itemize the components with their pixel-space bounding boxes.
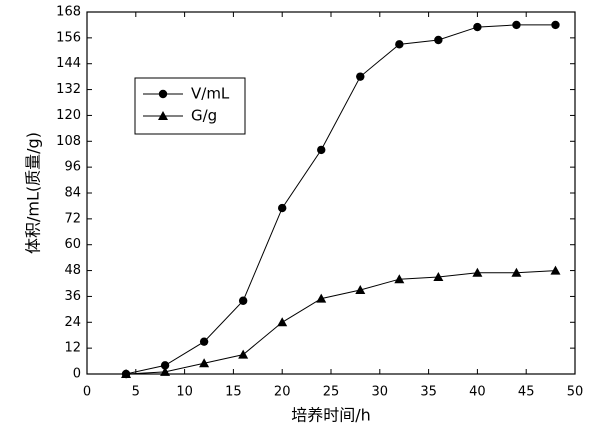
y-tick-label: 156	[56, 30, 81, 45]
marker	[277, 317, 288, 327]
marker	[160, 361, 170, 370]
y-tick-label: 60	[64, 237, 81, 252]
marker	[317, 145, 326, 155]
marker	[512, 20, 521, 30]
x-tick-label: 45	[518, 385, 535, 400]
series-line	[126, 270, 556, 375]
marker	[238, 349, 249, 359]
marker	[199, 358, 210, 368]
marker	[355, 284, 366, 294]
legend-box	[134, 77, 246, 135]
y-tick-label: 96	[64, 160, 81, 175]
marker	[433, 272, 444, 282]
marker	[551, 20, 560, 30]
y-tick-label: 36	[64, 289, 81, 304]
marker	[550, 265, 561, 275]
y-tick-label: 108	[56, 134, 81, 149]
x-tick-label: 40	[469, 385, 486, 400]
marker	[278, 203, 287, 213]
legend-marker	[158, 89, 168, 99]
marker	[356, 72, 365, 81]
marker	[473, 22, 482, 32]
x-tick-label: 25	[323, 385, 340, 400]
marker	[238, 296, 248, 305]
x-tick-label: 50	[567, 385, 584, 400]
x-tick-label: 10	[176, 385, 193, 400]
y-tick-label: 168	[56, 5, 81, 20]
y-tick-label: 132	[56, 82, 81, 97]
x-axis-title: 培养时间/h	[291, 406, 371, 425]
marker	[395, 40, 404, 49]
marker	[199, 337, 209, 346]
marker	[434, 35, 443, 45]
marker	[472, 267, 483, 277]
y-axis-title: 体积/mL(质量/g)	[24, 132, 43, 254]
x-tick-label: 30	[372, 385, 389, 400]
legend-marker	[158, 111, 168, 120]
marker	[316, 293, 327, 303]
legend-label: G/g	[191, 107, 217, 125]
y-tick-label: 120	[56, 108, 81, 123]
plot-frame	[86, 11, 576, 375]
marker	[511, 267, 522, 277]
x-tick-label: 5	[132, 385, 140, 400]
y-tick-label: 72	[64, 211, 81, 226]
x-tick-label: 0	[83, 385, 91, 400]
y-tick-label: 12	[64, 341, 81, 356]
y-tick-label: 24	[64, 315, 81, 330]
y-tick-label: 48	[64, 263, 81, 278]
marker	[121, 369, 132, 378]
marker	[394, 274, 405, 284]
marker	[160, 366, 171, 376]
y-tick-label: 0	[73, 367, 81, 382]
y-tick-label: 84	[64, 186, 81, 201]
x-tick-label: 15	[225, 385, 242, 400]
x-tick-label: 35	[420, 385, 437, 400]
legend-label: V/mL	[191, 85, 230, 103]
x-tick-label: 20	[274, 385, 291, 400]
series-line	[125, 24, 556, 375]
y-tick-label: 144	[56, 56, 81, 71]
